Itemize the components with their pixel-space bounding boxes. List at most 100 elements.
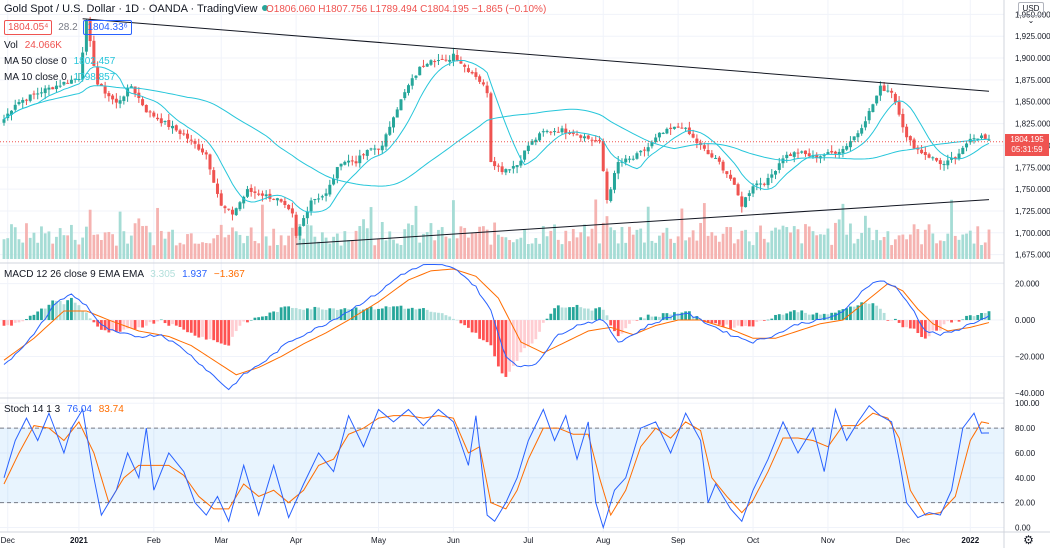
volume-bar	[414, 205, 418, 259]
macd-hist-bar	[455, 319, 459, 321]
volume-bar	[467, 237, 470, 259]
volume-bar	[830, 244, 834, 259]
last-price-tag: 1804.195 05:31:59	[1005, 134, 1049, 156]
time-axis-label: May	[371, 536, 386, 545]
candle-body	[9, 110, 13, 115]
currency-button[interactable]: USD ⌄	[1018, 2, 1044, 25]
volume-bar	[605, 216, 609, 259]
volume-bar	[163, 238, 167, 259]
macd-hist-bar	[407, 308, 410, 321]
volume-bar	[620, 227, 624, 259]
candle-body	[882, 85, 886, 91]
candle-body	[200, 148, 204, 153]
stoch-axis-label: 80.00	[1015, 424, 1036, 433]
volume-bar	[774, 227, 777, 259]
candle-body	[867, 110, 871, 121]
candle-body	[983, 134, 987, 139]
macd-hist-bar	[84, 312, 88, 321]
time-axis-label: Oct	[747, 536, 760, 545]
candle-body	[665, 128, 669, 134]
macd-hist-bar	[893, 318, 897, 321]
candle-body	[448, 59, 452, 62]
macd-legend[interactable]: MACD 12 26 close 9 EMA EMA 3.305 1.937 −…	[4, 268, 245, 281]
volume-bar	[58, 228, 62, 259]
volume-bar	[496, 234, 500, 259]
macd-hist-bar	[414, 309, 418, 321]
stoch-axis-label: 100.00	[1015, 399, 1040, 408]
volume-bar	[350, 240, 354, 259]
macd-hist-bar	[609, 320, 613, 326]
macd-axis-label: −20.000	[1015, 353, 1045, 362]
symbol-title[interactable]: Gold Spot / U.S. Dollar · 1D · OANDA · T…	[4, 3, 258, 15]
candle-body	[118, 100, 122, 104]
volume-bar	[702, 203, 706, 259]
volume-bar	[283, 245, 287, 259]
macd-hist-bar	[335, 309, 339, 321]
candle-body	[800, 151, 804, 153]
macd-histogram	[2, 297, 991, 377]
volume-bar	[789, 232, 792, 259]
macd-hist-bar	[923, 320, 927, 339]
volume-bar	[313, 236, 317, 259]
volume-bar	[231, 227, 234, 259]
volume-bar	[133, 223, 137, 259]
candle-body	[470, 71, 474, 74]
candle-body	[481, 82, 485, 85]
macd-hist-bar	[886, 320, 890, 321]
volume-bar	[980, 245, 983, 259]
macd-hist-bar	[579, 307, 583, 321]
volume-bar	[287, 235, 291, 259]
macd-hist-bar	[137, 320, 141, 328]
volume-bar	[36, 242, 40, 259]
volume-bar	[845, 234, 849, 259]
volume-bar	[785, 227, 789, 259]
stoch-d-line	[3, 412, 990, 517]
volume-bar	[740, 230, 744, 259]
macd-hist-bar	[755, 320, 759, 322]
candle-body	[976, 138, 980, 140]
macd-hist-bar	[96, 320, 100, 327]
macd-hist-bar	[410, 307, 414, 321]
volume-bar	[650, 240, 654, 259]
volume-bar	[305, 224, 309, 259]
candle-body	[380, 145, 384, 151]
candle-body	[860, 128, 864, 134]
volume-bar	[792, 226, 796, 259]
candle-body	[88, 19, 92, 42]
candle-body	[710, 153, 714, 158]
candle-body	[980, 135, 984, 139]
candle-body	[848, 141, 852, 148]
candle-body	[654, 137, 658, 142]
candle-body	[103, 86, 107, 94]
volume-bar	[908, 234, 912, 259]
macd-hist-bar	[350, 309, 354, 321]
volume-bar	[624, 242, 628, 259]
macd-hist-bar	[639, 317, 643, 321]
candle-body	[186, 133, 190, 139]
ma50-legend[interactable]: MA 50 close 0 1802.457	[4, 55, 115, 68]
candle-body	[714, 157, 718, 159]
candle-body	[489, 93, 493, 163]
candle-body	[935, 158, 939, 161]
volume-legend[interactable]: Vol 24.066K	[4, 39, 62, 52]
sell-button[interactable]: 1804.05⁴	[4, 20, 53, 35]
volume-bar	[99, 240, 103, 259]
candle-body	[538, 133, 542, 141]
candle-body	[556, 131, 560, 133]
settings-gear-icon[interactable]: ⚙	[1023, 533, 1034, 547]
volume-bar	[444, 236, 448, 259]
ma10-legend[interactable]: MA 10 close 0 1798.857	[4, 71, 115, 84]
candle-body	[275, 198, 279, 201]
volume-bar	[616, 243, 620, 259]
candle-body	[36, 93, 40, 95]
macd-hist-bar	[916, 320, 920, 334]
macd-hist-bar	[358, 309, 362, 321]
buy-button[interactable]: 1804.33⁶	[83, 20, 132, 35]
spread-value: 28.2	[58, 22, 78, 33]
macd-hist-bar	[156, 320, 159, 322]
candle-body	[451, 53, 455, 61]
stoch-legend[interactable]: Stoch 14 1 3 76.04 83.74	[4, 403, 124, 416]
macd-hist-bar	[418, 308, 422, 321]
macd-hist-bar	[605, 315, 609, 321]
